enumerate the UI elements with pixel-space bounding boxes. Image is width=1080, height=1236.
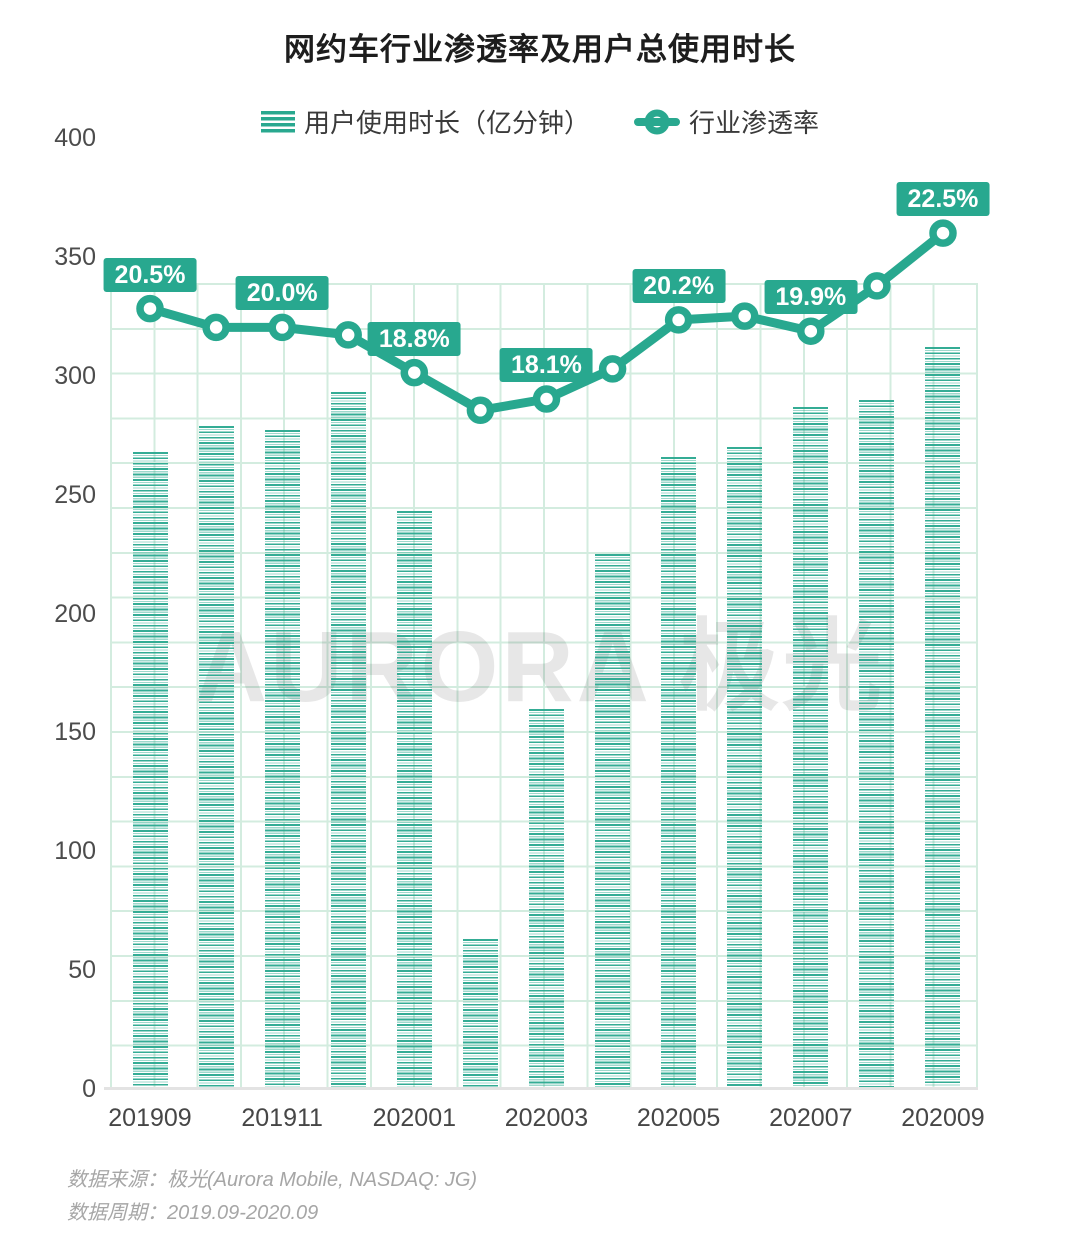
bar (925, 347, 961, 1089)
legend-item-penetration: 行业渗透率 (634, 103, 819, 140)
y-tick-label: 400 (54, 124, 96, 152)
bar (595, 554, 631, 1089)
data-source-note: 数据来源：极光(Aurora Mobile, NASDAQ: JG) (67, 1169, 478, 1191)
y-tick-label: 200 (54, 599, 96, 628)
bar (528, 708, 564, 1089)
y-tick-label: 300 (54, 361, 96, 390)
legend-label-penetration: 行业渗透率 (689, 108, 820, 138)
x-tick-label: 202003 (504, 1104, 589, 1132)
penetration-value-badge: 20.5% (103, 257, 197, 292)
x-tick-label: 201909 (108, 1104, 192, 1132)
penetration-value-badge: 20.0% (235, 276, 329, 311)
y-tick-label: 100 (54, 837, 96, 866)
bar-series-swatch-icon (260, 110, 295, 133)
bar (793, 406, 829, 1089)
x-tick-label: 202005 (636, 1104, 721, 1132)
legend: 用户使用时长（亿分钟） 行业渗透率 (0, 103, 1080, 140)
x-tick-label: 202001 (372, 1104, 457, 1132)
bar (330, 392, 366, 1089)
bar (727, 447, 763, 1089)
line-series-swatch-icon (634, 108, 680, 136)
bar (132, 451, 168, 1089)
watermark: AURORA 极光 (195, 611, 885, 723)
bar (462, 939, 498, 1089)
chart-title: 网约车行业渗透率及用户总使用时长 (284, 32, 796, 67)
penetration-value-badge: 18.1% (500, 348, 593, 383)
bar (264, 430, 300, 1089)
y-tick-label: 250 (54, 480, 96, 509)
line-swatch-stroke (634, 117, 680, 126)
penetration-value-badge: 18.8% (367, 321, 461, 356)
penetration-value-badge: 19.9% (764, 280, 858, 315)
y-tick-label: 50 (68, 956, 96, 985)
x-tick-label: 201911 (241, 1104, 323, 1132)
bar (198, 425, 234, 1089)
bar (859, 399, 895, 1089)
penetration-value-badge: 20.2% (632, 268, 726, 303)
y-tick-label: 150 (54, 718, 96, 747)
bar (396, 511, 432, 1089)
y-tick-label: 350 (54, 242, 96, 271)
penetration-value-badge: 22.5% (896, 182, 990, 217)
y-tick-label: 0 (82, 1075, 96, 1103)
x-tick-label: 202007 (769, 1104, 853, 1132)
bar (661, 456, 697, 1089)
x-tick-label: 202009 (901, 1104, 985, 1132)
legend-item-usage-time: 用户使用时长（亿分钟） (260, 103, 590, 140)
x-axis-baseline (104, 1087, 978, 1090)
legend-label-usage-time: 用户使用时长（亿分钟） (303, 108, 590, 138)
footer: 数据来源：极光(Aurora Mobile, NASDAQ: JG) 数据周期：… (67, 1170, 477, 1236)
data-period-note: 数据周期：2019.09-2020.09 (67, 1202, 319, 1224)
line-marker (929, 219, 957, 247)
